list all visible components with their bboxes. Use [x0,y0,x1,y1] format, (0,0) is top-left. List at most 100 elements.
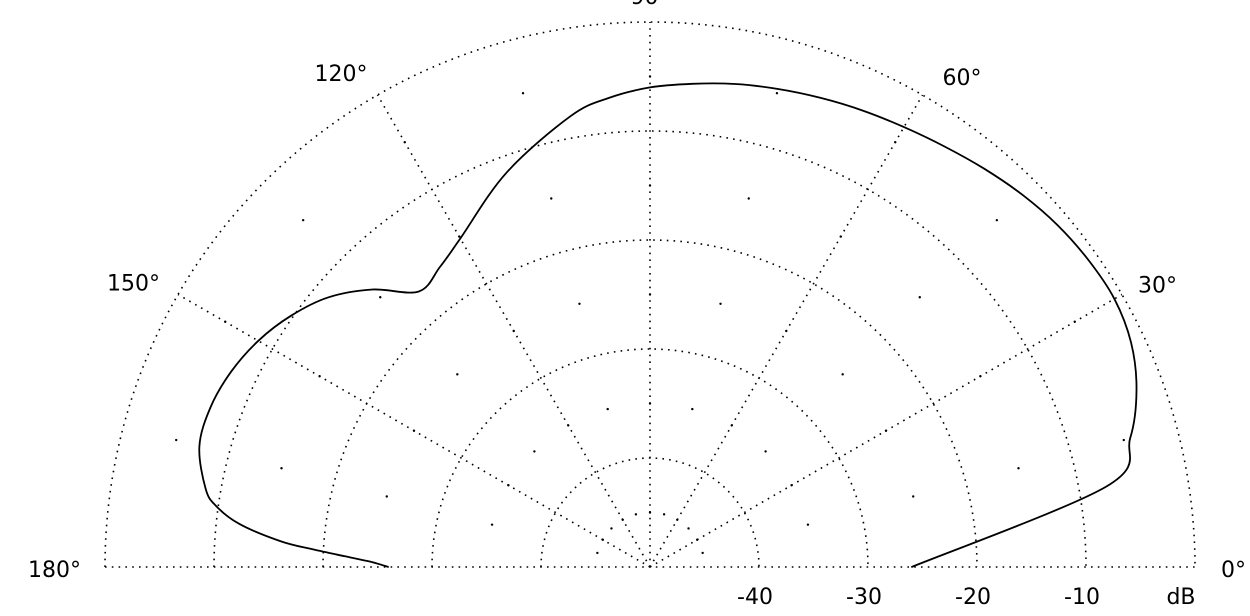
data-point-60 [903,126,905,128]
grid-dot [979,375,982,378]
grid-dot [521,92,525,95]
db-label-1: -30 [846,585,882,610]
data-point-170 [204,488,207,490]
grid-dot [412,429,416,432]
grid-dot [806,523,810,526]
data-point-65 [862,110,864,112]
data-point-125 [439,266,441,268]
grid-dot [601,538,605,541]
data-point-25 [1130,342,1132,344]
grid-dot [687,527,690,530]
grid-dot [884,429,888,432]
angle-label-150: 150° [107,272,160,297]
grid-dot [918,296,921,299]
grid-dot [676,518,679,522]
grid-dot [1073,320,1076,323]
grid-dot [507,484,510,487]
db-label-2: -20 [955,585,991,610]
grid-dot [719,302,722,305]
grid-dot [648,184,652,187]
data-point-40 [1056,224,1059,226]
data-point-176 [279,540,281,542]
grid-dot [578,302,581,305]
grid-dot [567,424,570,427]
grid-dot [995,218,999,222]
data-point-20 [1135,389,1138,391]
grid-dot [385,495,388,498]
grid-dot [1017,467,1020,470]
grid-dot [301,218,305,222]
data-point-35 [1087,259,1090,261]
radial-ring-1 [431,348,869,568]
data-point-155 [230,371,232,373]
grid-dot [512,329,515,333]
data-point-10 [1105,485,1107,488]
grid-dot [648,402,652,405]
grid-dot [912,495,915,498]
grid-dot [224,320,227,323]
grid-dot [379,296,382,299]
data-point-177 [311,548,314,550]
data-point-172 [215,505,217,507]
db-unit-label: dB [1166,585,1195,610]
data-point-75 [777,88,779,90]
grid-dot [648,75,652,78]
data-point-174 [238,523,240,525]
data-point-100 [569,115,572,117]
grid-dot [775,92,779,95]
data-point-45 [1021,194,1023,196]
data-point-130 [418,290,420,293]
angle-label-60: 60° [943,66,982,91]
grid-dot [747,197,750,200]
grid-dot [533,450,536,453]
data-point-140 [327,296,330,298]
grid-dot [634,513,638,516]
data-point-30 [1113,298,1116,300]
grid-dot [730,424,733,427]
grid-dot [785,329,788,333]
grid-dot [790,484,793,487]
db-label-3: -10 [1064,585,1100,610]
data-point-179 [371,561,373,563]
data-point-90 [649,86,651,88]
radial-ring-4 [104,21,1196,568]
grid-dot [691,407,694,411]
angle-label-120: 120° [315,62,368,87]
grid-dot [662,513,666,516]
grid-dot [894,141,897,144]
grid-dot [403,141,406,144]
data-point-85 [691,83,693,85]
data-point-160 [209,406,212,408]
data-point-55 [943,145,946,148]
data-point-110 [505,172,508,174]
data-point-50 [983,168,985,170]
grid-dot [610,527,613,530]
pattern-curve [198,82,1138,568]
grid-dot [839,235,842,238]
grid-dot [596,551,599,555]
data-point-135 [371,288,374,291]
grid-dot [648,511,652,514]
grid-dot [606,407,609,411]
data-point-15 [1129,437,1131,439]
grid-dot [764,450,767,453]
data-point-178 [344,555,346,557]
grid-dot [280,467,283,470]
grid-dot [695,538,699,541]
angle-label-180: 180° [28,558,81,583]
grid-dot [456,373,459,376]
grid-dot [550,197,553,200]
data-point-180 [387,566,389,568]
grid-dot [648,293,652,296]
grid-dot [1122,438,1125,442]
db-label-0: -40 [737,585,773,610]
angle-label-30: 30° [1138,274,1177,299]
grid-dot [490,523,494,526]
data-point-145 [290,315,292,317]
data-point-165 [198,445,200,447]
grid-dot [841,373,844,376]
data-point-95 [608,97,610,99]
grid-dot [458,235,461,238]
